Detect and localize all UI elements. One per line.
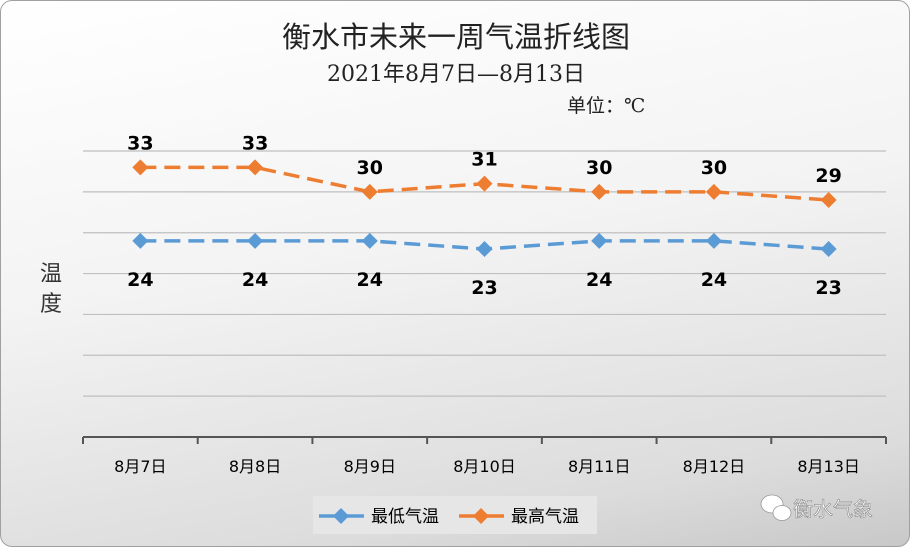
data-point bbox=[591, 183, 608, 200]
watermark: 衡水气象 bbox=[760, 494, 873, 521]
x-tick-label: 8月11日 bbox=[568, 457, 631, 476]
data-label: 30 bbox=[701, 157, 727, 179]
y-axis-label: 温度 bbox=[40, 262, 62, 317]
data-label: 24 bbox=[701, 269, 727, 291]
x-tick-label: 8月13日 bbox=[797, 457, 860, 476]
data-point bbox=[705, 232, 722, 249]
unit-label: 单位：℃ bbox=[567, 95, 645, 117]
data-point bbox=[247, 232, 264, 249]
data-label: 24 bbox=[586, 269, 612, 291]
data-point bbox=[820, 192, 837, 209]
chart-subtitle: 2021年8月7日—8月13日 bbox=[327, 62, 585, 87]
chart-title: 衡水市未来一周气温折线图 bbox=[282, 20, 630, 54]
data-label: 33 bbox=[242, 132, 268, 154]
data-point bbox=[476, 175, 493, 192]
data-point bbox=[361, 183, 378, 200]
x-tick-label: 8月7日 bbox=[114, 457, 166, 476]
data-label: 24 bbox=[127, 269, 153, 291]
data-point bbox=[132, 232, 149, 249]
series-最高气温: 33 33 30 31 30 30 29 bbox=[127, 132, 842, 209]
data-point bbox=[333, 508, 349, 524]
data-point bbox=[820, 241, 837, 258]
data-point bbox=[476, 241, 493, 258]
data-label: 30 bbox=[357, 157, 383, 179]
x-tick-label: 8月10日 bbox=[453, 457, 516, 476]
legend-label: 最低气温 bbox=[371, 507, 439, 527]
series-最低气温: 24 24 24 23 24 24 23 bbox=[127, 232, 842, 299]
y-axis-label-char: 温 bbox=[40, 262, 62, 287]
legend: 最低气温 最高气温 bbox=[313, 496, 597, 534]
data-point bbox=[361, 232, 378, 249]
data-point bbox=[473, 508, 489, 524]
legend-label: 最高气温 bbox=[511, 507, 579, 527]
data-point bbox=[247, 159, 264, 176]
data-label: 29 bbox=[815, 165, 841, 187]
data-point bbox=[705, 183, 722, 200]
data-point bbox=[132, 159, 149, 176]
data-label: 33 bbox=[127, 132, 153, 154]
watermark-text: 衡水气象 bbox=[793, 497, 873, 521]
data-point bbox=[591, 232, 608, 249]
x-tick-label: 8月8日 bbox=[229, 457, 281, 476]
data-label: 31 bbox=[471, 149, 497, 171]
x-tick-label: 8月12日 bbox=[683, 457, 746, 476]
y-axis-label-char: 度 bbox=[40, 292, 62, 317]
data-label: 30 bbox=[586, 157, 612, 179]
wechat-icon bbox=[760, 494, 792, 521]
data-label: 24 bbox=[242, 269, 268, 291]
data-label: 23 bbox=[471, 277, 497, 299]
data-label: 23 bbox=[815, 277, 841, 299]
data-label: 24 bbox=[357, 269, 383, 291]
x-tick-label: 8月9日 bbox=[344, 457, 396, 476]
